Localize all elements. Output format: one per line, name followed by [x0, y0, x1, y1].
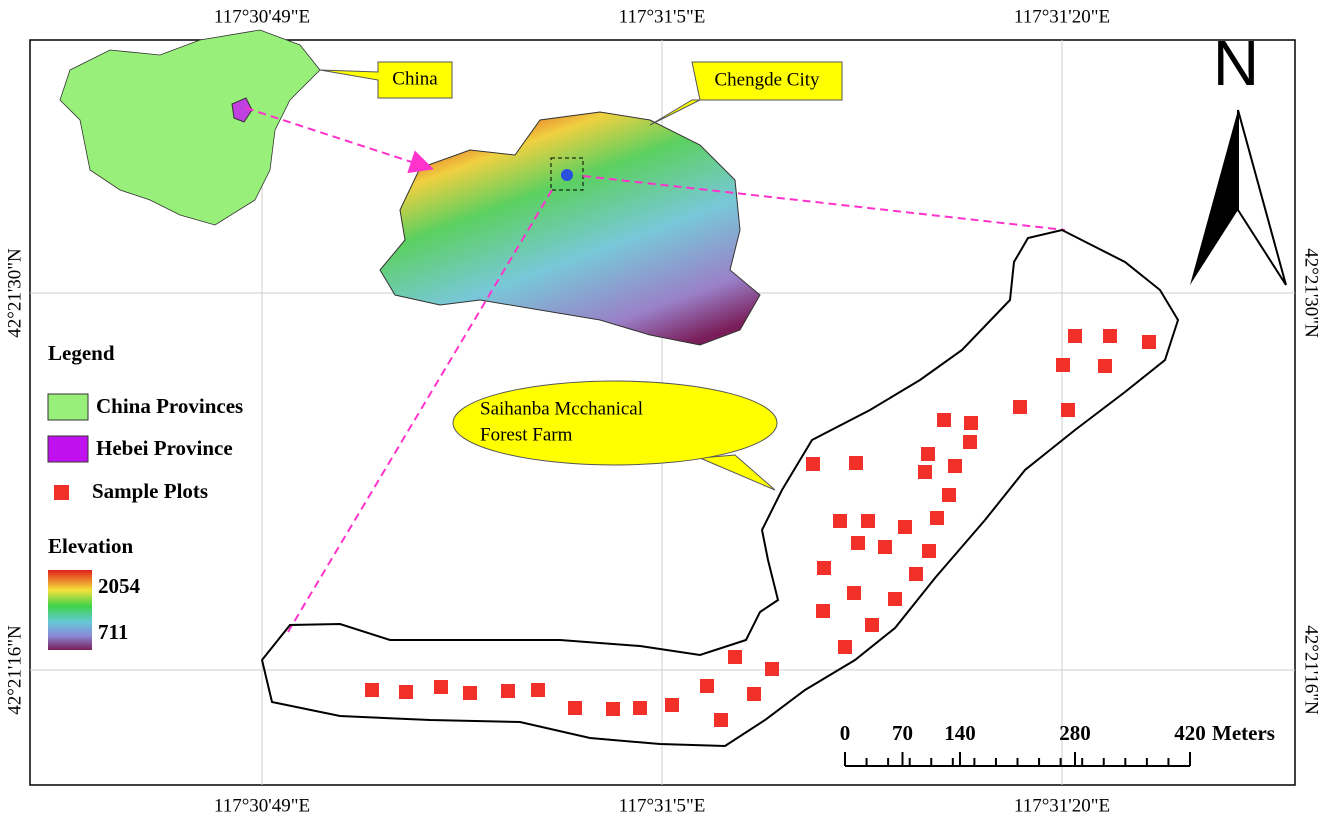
- sample-plot: [918, 465, 932, 479]
- elevation-max: 2054: [98, 574, 141, 598]
- sample-plot: [898, 520, 912, 534]
- bottom-label: 117°31'20"E: [1014, 795, 1110, 816]
- callout-china: China: [392, 68, 438, 89]
- sample-plot: [1103, 329, 1117, 343]
- sample-plot: [1098, 359, 1112, 373]
- elevation-ramp: [48, 570, 92, 650]
- sample-plot: [838, 640, 852, 654]
- sample-plot: [964, 416, 978, 430]
- sample-plot: [434, 680, 448, 694]
- sample-plots: [365, 329, 1156, 727]
- sample-plot: [501, 684, 515, 698]
- sample-plot: [531, 683, 545, 697]
- sample-plot: [399, 685, 413, 699]
- sample-plot: [365, 683, 379, 697]
- legend-swatch: [47, 435, 89, 463]
- sample-plot: [851, 536, 865, 550]
- sample-plot: [700, 679, 714, 693]
- sample-plot: [665, 698, 679, 712]
- sample-plot: [909, 567, 923, 581]
- scale-label: 70: [892, 721, 913, 745]
- sample-plot: [806, 457, 820, 471]
- left-label: 42°21'30"N: [4, 248, 25, 338]
- sample-plot: [1142, 335, 1156, 349]
- sample-plot: [1061, 403, 1075, 417]
- sample-plot: [1013, 400, 1027, 414]
- sample-plot: [921, 447, 935, 461]
- sample-plot: [568, 701, 582, 715]
- sample-plot: [847, 586, 861, 600]
- sample-plot: [849, 456, 863, 470]
- sample-plot: [948, 459, 962, 473]
- right-label: 42°21'30"N: [1301, 248, 1322, 338]
- legend-item: Sample Plots: [92, 479, 208, 503]
- study-box: [550, 157, 584, 191]
- legend-swatch: [47, 393, 89, 421]
- north-arrow: [1190, 110, 1238, 285]
- legend-item: China Provinces: [96, 394, 243, 418]
- sample-plot: [922, 544, 936, 558]
- north-label: N: [1213, 27, 1259, 99]
- sample-plot: [878, 540, 892, 554]
- sample-plot: [963, 435, 977, 449]
- legend-title: Legend: [48, 341, 115, 365]
- sample-plot: [861, 514, 875, 528]
- sample-plot: [606, 702, 620, 716]
- sample-plot: [865, 618, 879, 632]
- sample-plot: [888, 592, 902, 606]
- sample-plot: [942, 488, 956, 502]
- legend-item: Hebei Province: [96, 436, 233, 460]
- callout-box: [649, 61, 843, 126]
- scale-bar: 0 70 140 280 420 Meters: [840, 721, 1275, 767]
- bottom-label: 117°30'49"E: [214, 795, 310, 816]
- top-label: 117°31'20"E: [1014, 6, 1110, 27]
- sample-plot: [463, 686, 477, 700]
- scale-unit: Meters: [1212, 721, 1275, 745]
- scale-label: 280: [1059, 721, 1091, 745]
- farm-boundary: [260, 228, 1180, 748]
- callout-farm: Saihanba Mcchanical: [480, 398, 643, 419]
- sample-plot: [1068, 329, 1082, 343]
- connector: [245, 107, 1066, 633]
- china-map: [59, 29, 321, 226]
- callout-box: [319, 61, 453, 99]
- right-label: 42°21'16"N: [1301, 625, 1322, 715]
- legend-swatch: [54, 485, 69, 500]
- coordinate-labels: 117°30'49"E 117°30'49"E 117°31'5"E 117°31'5…: [4, 6, 1321, 816]
- study-site: [561, 169, 573, 181]
- sample-plot: [816, 604, 830, 618]
- callout-ellipse: [452, 380, 778, 466]
- callout-chengde: Chengde City: [714, 69, 820, 90]
- hebei: [231, 97, 253, 123]
- north-arrow: [1237, 109, 1287, 286]
- sample-plot: [937, 413, 951, 427]
- sample-plot: [1056, 358, 1070, 372]
- sample-plot: [765, 662, 779, 676]
- sample-plot: [930, 511, 944, 525]
- sample-plot: [747, 687, 761, 701]
- callout-farm: Forest Farm: [480, 424, 573, 445]
- scale-label: 420: [1174, 721, 1206, 745]
- sample-plot: [714, 713, 728, 727]
- top-label: 117°30'49"E: [214, 6, 310, 27]
- callout-pointer: [699, 454, 776, 491]
- elevation-min: 711: [98, 620, 128, 644]
- sample-plot: [633, 701, 647, 715]
- scale-label: 140: [944, 721, 976, 745]
- bottom-label: 117°31'5"E: [619, 795, 706, 816]
- sample-plot: [833, 514, 847, 528]
- scale-label: 0: [840, 721, 851, 745]
- top-label: 117°31'5"E: [619, 6, 706, 27]
- chengde-map: [379, 111, 761, 346]
- left-label: 42°21'16"N: [4, 625, 25, 715]
- sample-plot: [817, 561, 831, 575]
- elevation-title: Elevation: [48, 534, 133, 558]
- sample-plot: [728, 650, 742, 664]
